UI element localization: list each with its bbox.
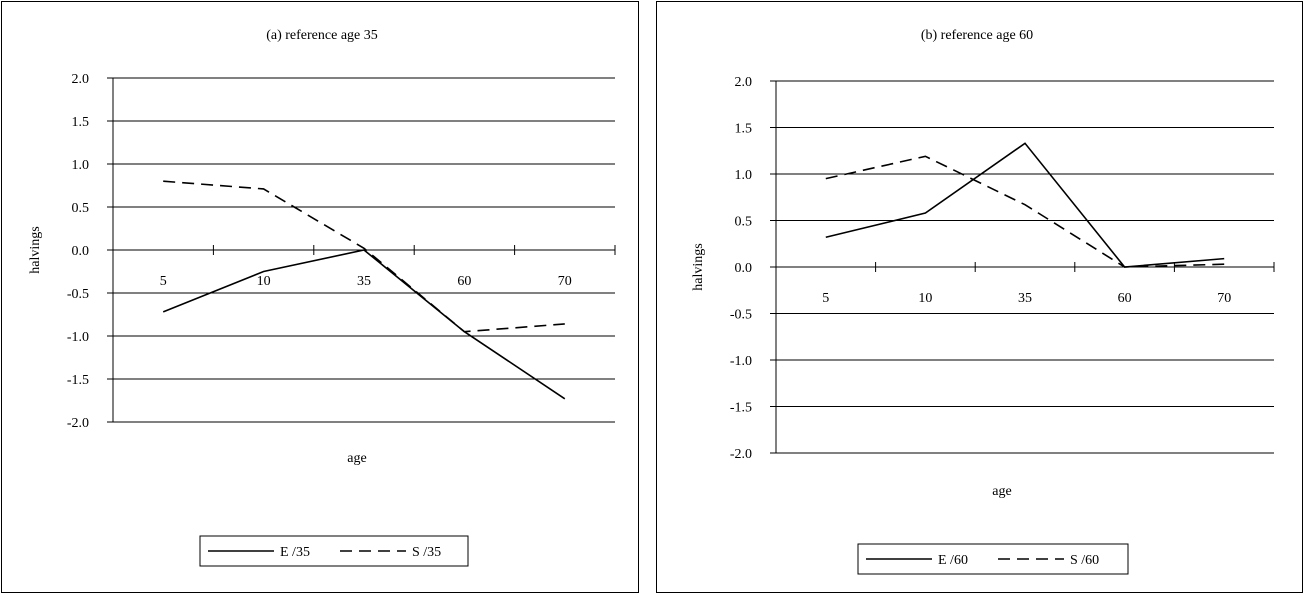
series-line-dashed bbox=[163, 180, 565, 333]
chart-a-svg: (a) reference age 35 2.0 1.5 1.0 0.5 0.0 -0.5 -… bbox=[28, 28, 616, 567]
legend-label: S /35 bbox=[412, 545, 441, 560]
x-axis-title: age bbox=[992, 484, 1011, 499]
y-tick-label: -0.5 bbox=[730, 308, 752, 323]
x-tick-label: 10 bbox=[257, 274, 271, 289]
chart-panel-b: (b) reference age 60 2.0 1.5 1.0 0.5 0.0 -0.5 -… bbox=[656, 1, 1303, 593]
y-tick-label: 2.0 bbox=[735, 75, 753, 90]
y-tick-label: 2.0 bbox=[72, 72, 90, 87]
y-tick-label: 0.0 bbox=[72, 244, 90, 259]
y-tick-label: 1.5 bbox=[735, 122, 753, 137]
x-tick-label: 35 bbox=[1018, 291, 1032, 306]
y-tick-label: -1.5 bbox=[730, 401, 752, 416]
legend-label: E /60 bbox=[938, 553, 968, 568]
x-tick-label: 35 bbox=[357, 274, 371, 289]
legend-label: S /60 bbox=[1070, 553, 1099, 568]
y-axis-title: halvings bbox=[691, 243, 706, 290]
x-tick-label: 5 bbox=[822, 291, 829, 306]
x-axis-title: age bbox=[347, 451, 366, 466]
y-tick-label: 0.5 bbox=[735, 215, 753, 230]
y-tick-label: -1.0 bbox=[730, 354, 752, 369]
series-line-solid bbox=[162, 249, 566, 400]
x-tick-label: 60 bbox=[1118, 291, 1132, 306]
legend-label: E /35 bbox=[280, 545, 310, 560]
x-tick-label: 70 bbox=[1217, 291, 1231, 306]
y-tick-label: 0.5 bbox=[72, 201, 90, 216]
y-tick-label: 1.0 bbox=[72, 158, 90, 173]
x-tick-label: 10 bbox=[918, 291, 932, 306]
y-tick-label: -0.5 bbox=[67, 287, 89, 302]
chart-panel-a: (a) reference age 35 2.0 1.5 1.0 0.5 0.0 -0.5 -… bbox=[1, 1, 639, 593]
x-tick-label: 70 bbox=[558, 274, 572, 289]
y-axis-title: halvings bbox=[28, 226, 43, 273]
x-tick-label: 5 bbox=[160, 274, 167, 289]
y-tick-label: -1.5 bbox=[67, 373, 89, 388]
chart-title: (a) reference age 35 bbox=[266, 28, 378, 43]
series-line-dashed bbox=[825, 155, 1225, 268]
y-tick-label: 0.0 bbox=[735, 261, 753, 276]
x-tick-label: 60 bbox=[457, 274, 471, 289]
series-line-solid bbox=[825, 142, 1225, 268]
y-tick-label: 1.0 bbox=[735, 168, 753, 183]
y-tick-label: 1.5 bbox=[72, 115, 90, 130]
y-tick-label: -2.0 bbox=[67, 416, 89, 431]
y-tick-label: -2.0 bbox=[730, 447, 752, 462]
y-tick-label: -1.0 bbox=[67, 330, 89, 345]
chart-title: (b) reference age 60 bbox=[921, 28, 1033, 43]
chart-b-svg: (b) reference age 60 2.0 1.5 1.0 0.5 0.0 -0.5 -… bbox=[691, 28, 1275, 575]
